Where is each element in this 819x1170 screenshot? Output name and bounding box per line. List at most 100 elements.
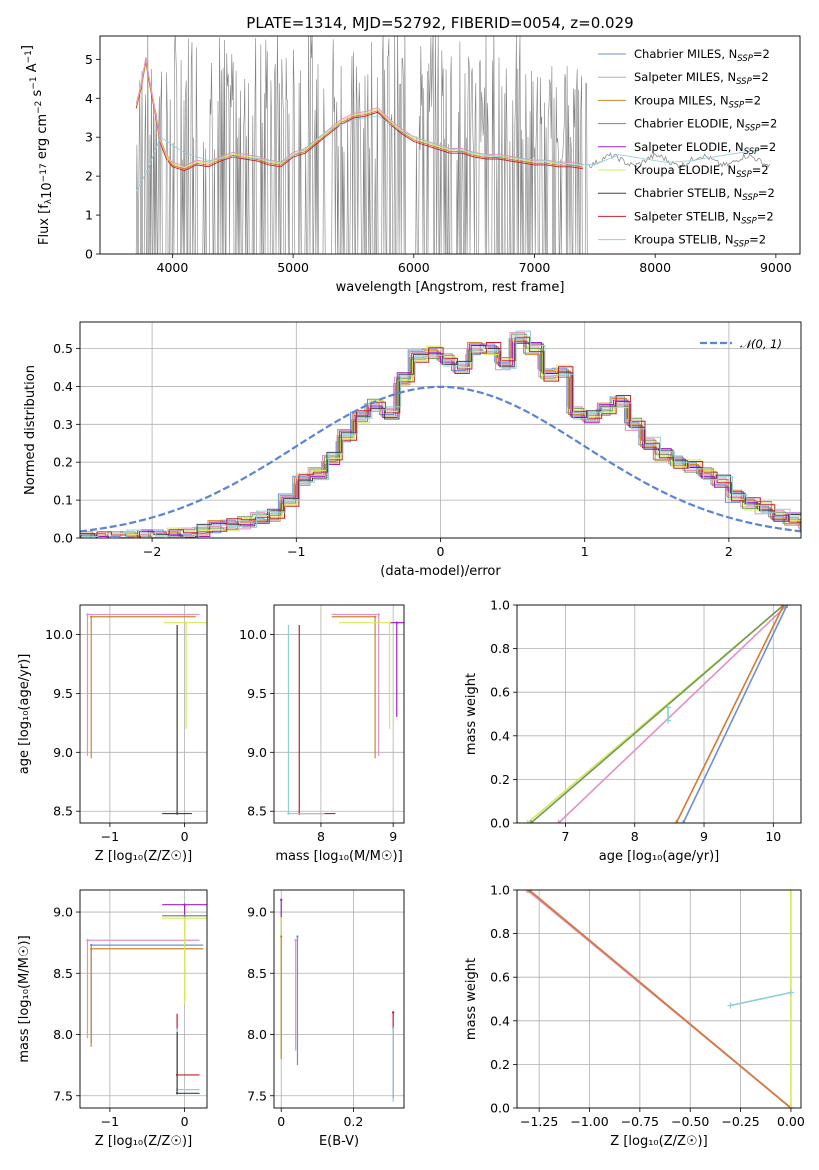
y-tick-label: 0.0 bbox=[53, 531, 73, 546]
data-point bbox=[377, 613, 380, 616]
data-point bbox=[280, 898, 283, 901]
x-tick-label: −1 bbox=[101, 829, 119, 844]
data-point bbox=[391, 1011, 395, 1014]
legend-tail: =2 bbox=[752, 163, 769, 177]
x-tick-label: 0 bbox=[181, 829, 189, 844]
y-tick-label: 0.1 bbox=[53, 493, 73, 508]
data-point bbox=[86, 613, 89, 616]
y-tick-label: 3 bbox=[85, 130, 93, 145]
y-label-part: −1 bbox=[29, 76, 39, 89]
y-tick-label: 9.5 bbox=[53, 686, 73, 701]
legend-label: 𝒩(0, 1) bbox=[740, 337, 782, 351]
y-tick-label: 8.0 bbox=[247, 1027, 267, 1042]
y-tick-label: 0.8 bbox=[490, 926, 510, 941]
histogram-plot-area bbox=[80, 330, 801, 538]
data-point bbox=[287, 812, 290, 815]
legend-tail: =2 bbox=[759, 140, 776, 154]
y-tick-label: 8.5 bbox=[53, 804, 73, 819]
model-spectrum-line bbox=[135, 61, 583, 172]
legend-subscript: SSP bbox=[742, 193, 758, 203]
legend-subscript: SSP bbox=[744, 147, 760, 157]
histogram-step-series bbox=[80, 330, 801, 538]
weight-line bbox=[530, 605, 785, 823]
x-axis-label: Z [log₁₀(Z/Z☉)] bbox=[95, 1134, 192, 1149]
x-tick-label: 8 bbox=[317, 829, 325, 844]
y-label-part: s bbox=[30, 89, 45, 100]
mass-vs-Z-panel: −1 0 7.5 8.0 8.5 9.0 Z [log₁₀(Z/Z☉)] mass [log₁… bbox=[17, 889, 208, 1149]
legend-text: Kroupa ELODIE, N bbox=[634, 163, 736, 177]
x-tick-label: −1 bbox=[101, 1114, 119, 1129]
data-point bbox=[183, 903, 186, 906]
x-tick-label: 7000 bbox=[519, 260, 551, 275]
x-tick-label: 9 bbox=[389, 829, 397, 844]
stelib-model-line bbox=[135, 115, 764, 192]
y-tick-label: 9.0 bbox=[247, 905, 267, 920]
legend-text: Chabrier STELIB, N bbox=[634, 186, 742, 200]
y-tick-label: 0.0 bbox=[490, 816, 510, 831]
data-point bbox=[280, 935, 283, 938]
axes-frame bbox=[273, 604, 405, 824]
axes-frame bbox=[79, 889, 208, 1109]
legend-subscript: SSP bbox=[741, 216, 757, 226]
y-axis-label: age [log₁₀(age/yr)] bbox=[17, 654, 32, 775]
legend-label: Kroupa MILES, NSSP=2 bbox=[634, 93, 761, 110]
legend-label: Salpeter STELIB, NSSP=2 bbox=[634, 209, 774, 226]
data-point bbox=[280, 916, 283, 920]
axes-frame bbox=[516, 604, 802, 824]
weight-line bbox=[558, 605, 788, 823]
legend-text: Salpeter MILES, N bbox=[634, 70, 736, 84]
mass-vs-EBV-plot-area bbox=[280, 898, 395, 1102]
data-point bbox=[395, 621, 398, 624]
y-tick-label: 4 bbox=[85, 91, 93, 106]
y-label-part: 10 bbox=[40, 182, 55, 199]
age-vs-Z-plot-area bbox=[86, 613, 207, 815]
y-tick-label: 1 bbox=[85, 208, 93, 223]
y-tick-label: 0.4 bbox=[490, 1013, 510, 1028]
y-tick-label: 0 bbox=[85, 247, 93, 262]
x-axis-label: E(B-V) bbox=[319, 1134, 359, 1149]
x-axis-label: (data-model)/error bbox=[380, 564, 501, 579]
x-tick-label: 8000 bbox=[639, 260, 671, 275]
y-tick-label: 0.4 bbox=[53, 379, 73, 394]
y-tick-label: 9.5 bbox=[247, 686, 267, 701]
legend-text: Salpeter ELODIE, N bbox=[634, 140, 744, 154]
histogram-step-series bbox=[80, 333, 801, 538]
x-tick-label: 8 bbox=[631, 829, 639, 844]
histogram-step-series bbox=[80, 341, 801, 538]
x-tick-label: −1 bbox=[287, 544, 305, 559]
data-point bbox=[90, 943, 93, 947]
y-tick-label: 9.0 bbox=[53, 745, 73, 760]
y-tick-label: 8.0 bbox=[53, 1027, 73, 1042]
y-tick-label: 1.0 bbox=[490, 598, 510, 613]
y-axis-label: mass weight bbox=[464, 958, 479, 1040]
data-point bbox=[391, 1027, 395, 1030]
data-point bbox=[184, 621, 188, 624]
y-tick-label: 1.0 bbox=[490, 883, 510, 898]
legend-subscript: SSP bbox=[736, 77, 752, 87]
legend-text: Chabrier ELODIE, N bbox=[634, 117, 745, 131]
data-point bbox=[175, 1092, 179, 1095]
histogram-step-series bbox=[80, 342, 801, 538]
y-label-part: λ bbox=[44, 198, 54, 204]
data-point bbox=[373, 615, 377, 618]
legend-tail: =2 bbox=[752, 70, 769, 84]
figure-title: PLATE=1314, MJD=52792, FIBERID=0054, z=0… bbox=[246, 14, 633, 32]
histogram-step-series bbox=[80, 338, 801, 538]
x-axis-label: mass [log₁₀(M/M☉)] bbox=[275, 849, 402, 864]
axes-frame bbox=[79, 321, 802, 539]
mass-vs-EBV-panel: 0 0.2 7.5 8.0 8.5 9.0 E(B-V) bbox=[247, 889, 405, 1149]
legend-text: Kroupa MILES, N bbox=[634, 93, 729, 107]
axes-frame bbox=[516, 889, 802, 1109]
x-tick-label: −0.25 bbox=[721, 1114, 759, 1129]
legend-tail: =2 bbox=[753, 47, 770, 61]
legend-label: Chabrier STELIB, NSSP=2 bbox=[634, 186, 775, 203]
x-tick-label: 9 bbox=[700, 829, 708, 844]
x-axis-label: wavelength [Angstrom, rest frame] bbox=[336, 280, 565, 295]
weight-vs-age-panel: 7 8 9 10 0.0 0.2 0.4 0.6 0.8 1.0 age [log₁₀(age/yr… bbox=[464, 598, 802, 864]
y-tick-label: 8.5 bbox=[247, 966, 267, 981]
x-tick-label: 0.2 bbox=[343, 1114, 363, 1129]
legend-label: Kroupa STELIB, NSSP=2 bbox=[634, 233, 766, 250]
normal-distribution-curve bbox=[80, 385, 801, 533]
x-tick-label: −0.75 bbox=[621, 1114, 659, 1129]
data-point bbox=[90, 615, 93, 618]
